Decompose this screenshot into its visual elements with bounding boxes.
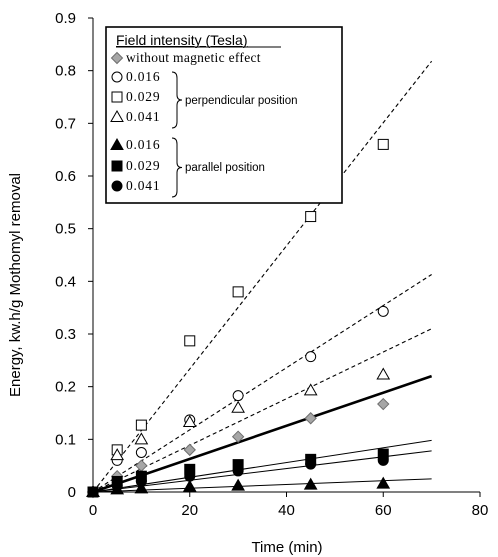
y-axis-title: Energy, kw.h/g Mothomyl removal [7,173,24,397]
data-point-series-3-2 [134,432,149,445]
trend-line-series-0 [92,374,433,494]
legend-marker-0 [110,51,124,65]
perpendicular-brace [171,71,183,129]
legend-label-2: 0.029 [126,89,160,104]
trend-line-series-4 [92,478,432,493]
data-point-series-1-6 [377,305,389,317]
x-tick-label-3: 60 [375,502,392,519]
data-point-series-6-2 [135,475,147,487]
legend-title: Field intensity (Tesla) [116,32,248,48]
data-point-series-2-3 [184,335,196,347]
x-axis-title: Time (min) [251,539,322,556]
legend-marker-1 [111,71,123,83]
legend-group-label-perpendicular: perpendicular position [185,95,298,107]
data-point-series-6-4 [232,465,244,477]
data-point-series-1-4 [232,390,244,402]
legend-marker-4 [110,137,124,150]
data-point-series-0-5 [304,412,317,425]
data-point-series-3-1 [110,448,125,461]
legend-marker-3 [110,109,124,122]
data-point-series-2-5 [305,211,317,223]
data-point-series-2-2 [135,419,147,431]
y-tick-label-8: 0.8 [55,63,76,80]
data-point-series-0-3 [183,443,196,457]
data-point-series-1-2 [135,447,147,458]
legend: Field intensity (Tesla) without magnetic … [105,26,343,204]
data-point-series-6-1 [111,480,123,492]
y-tick-label-0: 0 [68,484,76,501]
legend-label-1: 0.016 [126,69,160,84]
y-tick-label-3: 0.3 [55,326,76,343]
x-tick-label-4: 80 [472,502,489,519]
legend-label-5: 0.029 [126,158,160,173]
y-tick-label-4: 0.4 [55,273,76,290]
trend-line-series-6 [92,450,432,493]
axes: 0 20 40 60 80 0 0.1 0.2 0.3 0.4 0.5 0.6 0.7 0.8 0.9 Tim… [7,10,488,556]
data-point-series-0-4 [231,430,245,443]
x-tick-label-1: 20 [181,502,198,519]
data-point-series-3-6 [376,367,391,380]
data-point-series-3-3 [182,414,197,427]
y-tick-label-7: 0.7 [55,115,76,132]
y-tick-label-1: 0.1 [55,431,76,448]
data-point-series-0-2 [135,459,148,472]
data-point-series-4-6 [376,476,391,489]
x-tick-label-2: 40 [278,502,295,519]
legend-box [105,26,343,204]
parallel-brace [171,137,183,198]
data-point-series-1-5 [305,351,317,363]
data-point-series-4-4 [231,478,245,491]
y-tick-label-2: 0.2 [55,379,76,396]
legend-marker-5 [111,160,123,172]
x-tick-label-0: 0 [89,502,97,519]
legend-label-4: 0.016 [126,137,160,152]
y-tick-label-6: 0.6 [55,168,76,185]
legend-marker-6 [111,180,123,192]
legend-label-3: 0.041 [126,109,160,124]
y-tick-label-9: 0.9 [55,10,76,27]
data-point-series-6-5 [305,458,317,470]
data-point-series-0-6 [377,397,390,411]
legend-label-0: without magnetic effect [126,50,261,65]
data-point-series-4-3 [182,479,197,492]
trend-line-series-2 [92,60,433,493]
data-point-series-6-6 [377,454,389,466]
data-point-series-4-2 [134,481,149,494]
y-tick-label-5: 0.5 [55,221,76,238]
data-point-series-6-3 [184,470,196,482]
data-point-series-4-5 [303,477,318,490]
data-point-series-2-4 [232,286,244,298]
data-point-series-3-4 [231,400,245,413]
legend-marker-2 [111,91,123,103]
legend-label-6: 0.041 [126,178,160,193]
data-point-series-2-6 [377,138,389,150]
data-point-series-3-5 [303,383,318,396]
trend-line-series-5 [92,439,432,493]
legend-group-label-parallel: parallel position [185,162,265,174]
